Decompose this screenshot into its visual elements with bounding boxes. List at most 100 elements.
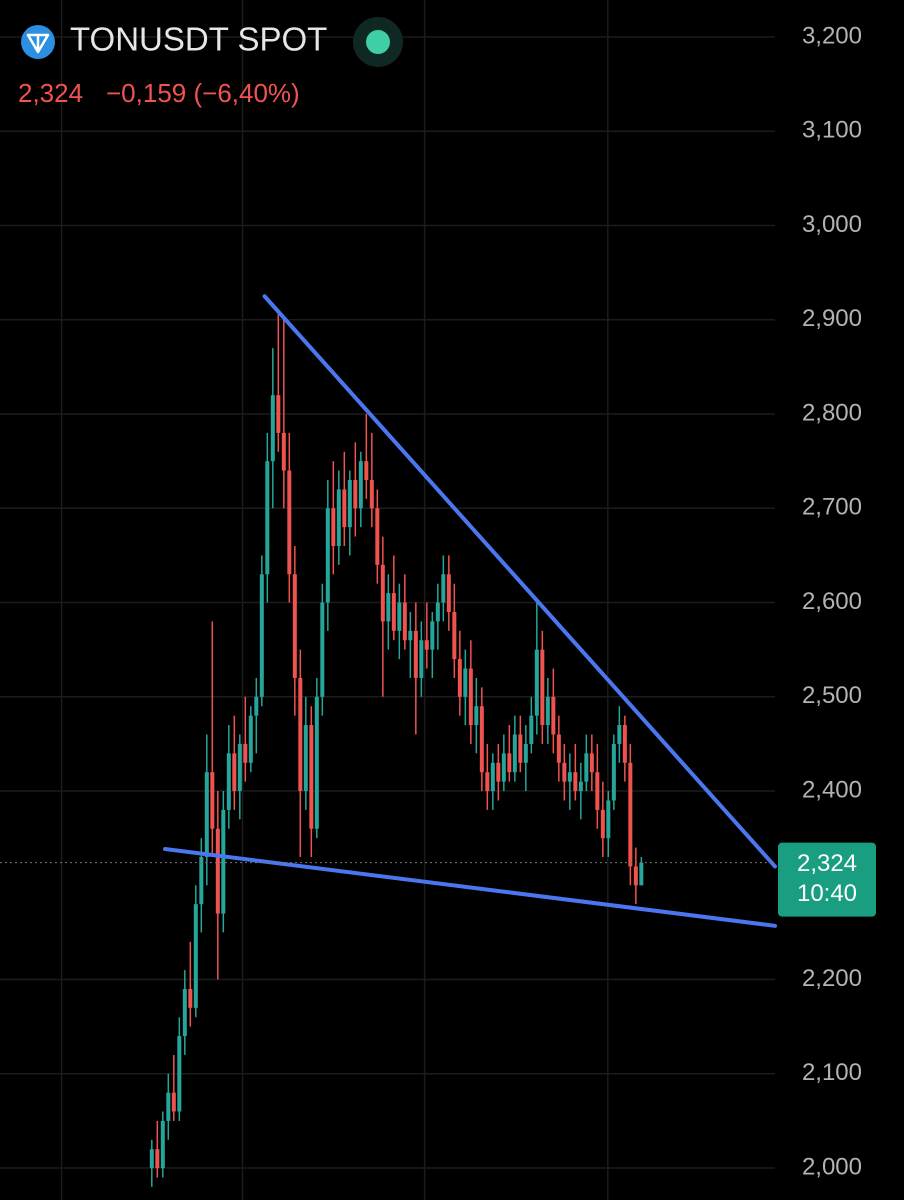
candle-body [199, 857, 204, 905]
candle-body [397, 602, 402, 631]
y-tick-label: 2,600 [802, 588, 862, 615]
price-time: 10:40 [797, 880, 857, 907]
candle-body [369, 480, 374, 509]
y-tick-label: 2,200 [802, 965, 862, 992]
candle-body [606, 800, 611, 839]
y-tick-label: 3,200 [802, 22, 862, 49]
logo-glyph [26, 33, 50, 54]
candle-body [149, 1149, 154, 1169]
y-tick-label: 2,500 [802, 682, 862, 709]
candle-body [320, 602, 325, 697]
candle-body [507, 753, 512, 773]
candle-body [600, 809, 605, 839]
candle-body [435, 602, 440, 622]
candles [149, 310, 644, 1187]
candle-body [573, 772, 578, 792]
candle-body [265, 461, 270, 575]
candle-body [474, 706, 479, 726]
candle-body [204, 772, 209, 858]
candle-body [375, 508, 380, 565]
candle-body [457, 659, 462, 697]
candle-body [545, 696, 550, 726]
candle-body [193, 904, 198, 1008]
candle-body [276, 395, 281, 433]
candle-body [177, 1036, 182, 1112]
price-label: 2,324 [797, 850, 857, 877]
candle-body [342, 489, 347, 528]
y-tick-label: 2,800 [802, 399, 862, 426]
candle-body [325, 508, 330, 603]
candle-body [166, 1092, 171, 1121]
candle-body [628, 762, 633, 867]
grid [0, 0, 775, 1200]
candle-body [171, 1092, 176, 1112]
candle-body [303, 725, 308, 792]
candle-body [364, 461, 369, 481]
candle-body [281, 432, 286, 471]
candle-body [221, 809, 226, 914]
candle-body [540, 649, 545, 726]
candle-body [292, 574, 297, 678]
candle-body [446, 574, 451, 612]
candle-body [595, 772, 600, 810]
candle-body [468, 668, 473, 726]
candle-body [188, 988, 193, 1008]
candle-body [243, 743, 248, 763]
candle-body [232, 753, 237, 792]
candle-body [336, 489, 341, 546]
candle-body [391, 593, 396, 631]
candle-body [254, 696, 259, 716]
candle-body [270, 395, 275, 462]
candle-body [347, 480, 352, 528]
candle-body [441, 574, 446, 603]
candle-body [611, 743, 616, 801]
y-tick-label: 2,900 [802, 305, 862, 332]
candle-body [237, 743, 242, 792]
candle-body [562, 762, 567, 782]
candle-body [556, 734, 561, 763]
y-tick-label: 3,000 [802, 211, 862, 238]
candle-body [452, 611, 457, 660]
candle-body [622, 725, 627, 763]
y-tick-label: 2,700 [802, 494, 862, 521]
candle-body [419, 640, 424, 678]
candle-body [226, 753, 231, 810]
candle-body [413, 630, 418, 678]
candle-body [633, 866, 638, 886]
candle-body [518, 734, 523, 763]
candle-body [584, 753, 589, 782]
candle-body [551, 696, 556, 735]
candle-body [215, 828, 220, 914]
candle-body [402, 602, 407, 641]
change: −0,159 (−6,40%) [106, 78, 300, 108]
candle-body [298, 677, 303, 792]
candle-body [287, 470, 292, 575]
candle-body [380, 564, 385, 622]
price-box [778, 842, 876, 917]
candle-body [496, 762, 501, 782]
candle-body [331, 508, 336, 546]
trend-line [262, 294, 777, 869]
candle-body [512, 734, 517, 773]
y-tick-label: 2,000 [802, 1153, 862, 1180]
candle-body [463, 668, 468, 697]
candle-body [617, 725, 622, 744]
candle-body [529, 715, 534, 744]
overlay [0, 294, 777, 928]
candle-body [155, 1149, 160, 1169]
candle-body [567, 772, 572, 782]
candle-body [314, 696, 319, 829]
candle-body [589, 753, 594, 773]
candle-body [490, 762, 495, 792]
y-tick-label: 3,100 [802, 117, 862, 144]
trend-line [163, 847, 777, 928]
candle-body [523, 743, 528, 763]
candle-body [353, 480, 358, 509]
y-tick-label: 2,400 [802, 776, 862, 803]
candle-body [358, 461, 363, 509]
candle-body [424, 640, 429, 650]
candle-body [501, 753, 506, 782]
candle-body [309, 725, 314, 829]
candle-body [430, 621, 435, 650]
